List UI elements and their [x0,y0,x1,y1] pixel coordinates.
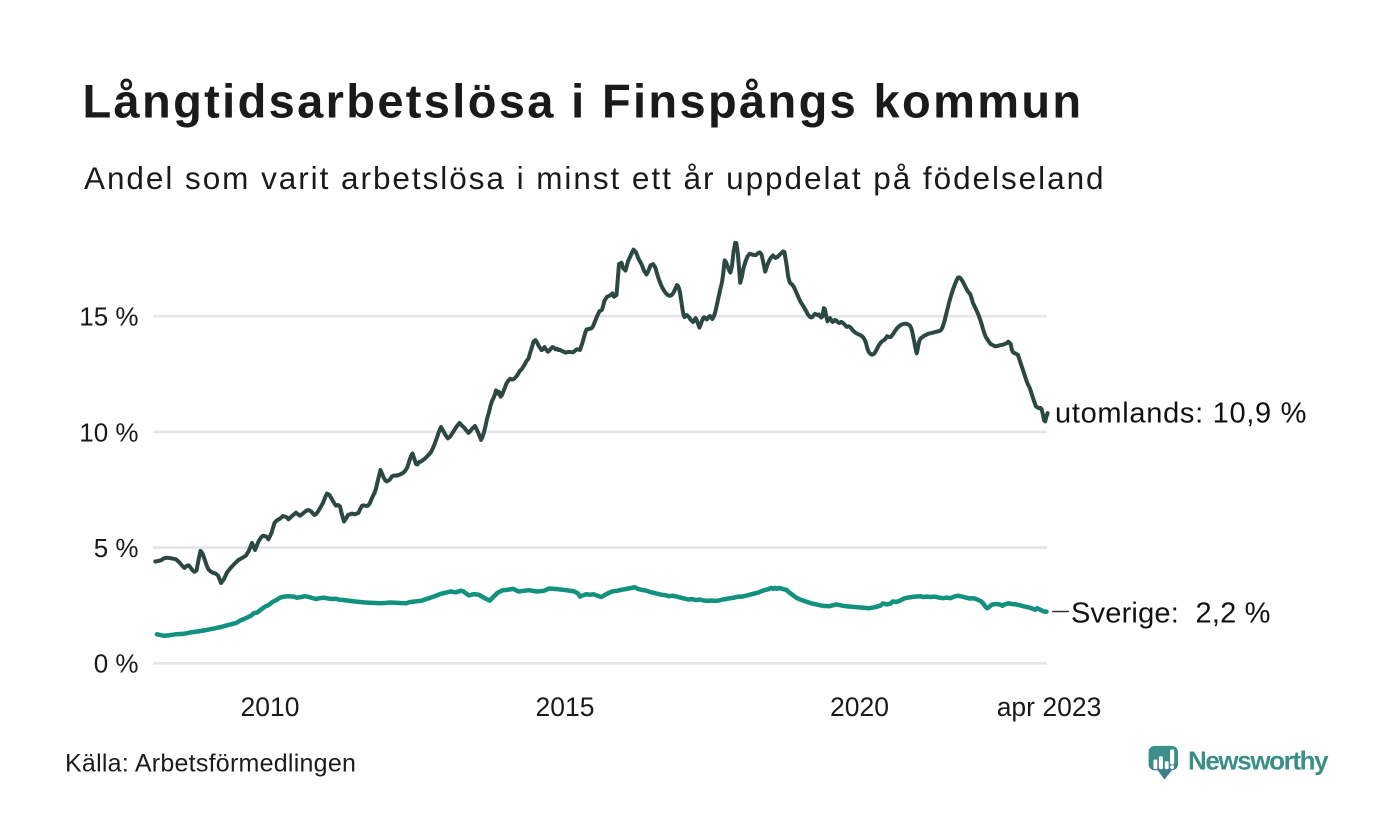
svg-text:2010: 2010 [241,692,300,722]
svg-text:Långtidsarbetslösa i Finspångs: Långtidsarbetslösa i Finspångs kommun [83,75,1084,128]
svg-text:Källa: Arbetsförmedlingen: Källa: Arbetsförmedlingen [65,750,356,778]
svg-text:Newsworthy: Newsworthy [1188,745,1329,775]
svg-text:2020: 2020 [830,692,889,722]
svg-text:Andel som varit arbetslösa i m: Andel som varit arbetslösa i minst ett å… [84,160,1106,196]
svg-text:0 %: 0 % [94,649,139,679]
svg-text:apr 2023: apr 2023 [997,692,1102,722]
svg-text:2015: 2015 [536,692,595,722]
svg-text:10 %: 10 % [79,417,138,447]
svg-text:Sverige: 2,2 %: Sverige: 2,2 % [1071,597,1271,629]
svg-text:utomlands: 10,9 %: utomlands: 10,9 % [1055,397,1307,429]
svg-text:5 %: 5 % [94,533,139,563]
svg-text:15 %: 15 % [79,302,138,332]
